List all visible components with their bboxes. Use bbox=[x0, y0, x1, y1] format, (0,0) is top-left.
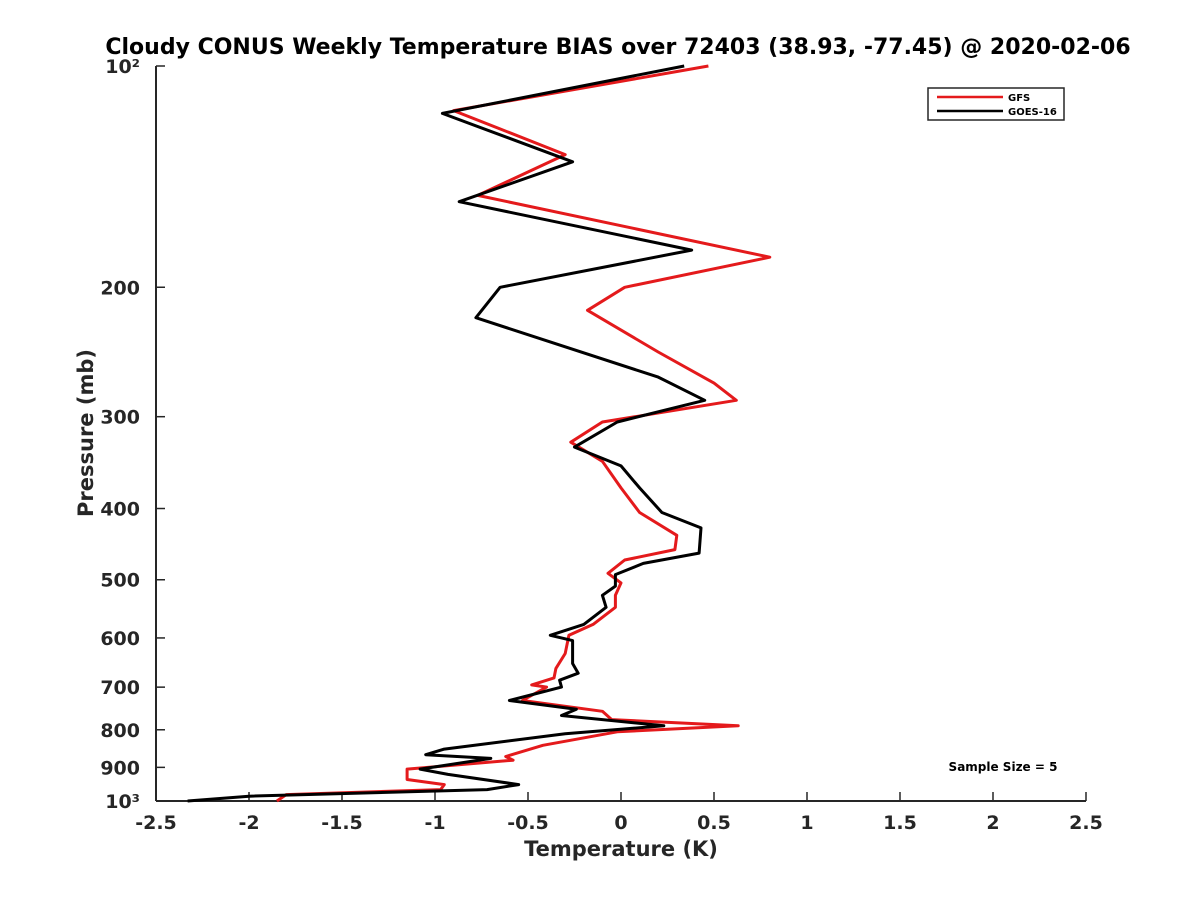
y-tick-label: 900 bbox=[100, 757, 140, 779]
legend-label-gfs: GFS bbox=[1008, 93, 1030, 104]
series-layer bbox=[187, 64, 772, 803]
y-tick-label: 800 bbox=[100, 720, 140, 742]
y-tick-label: 400 bbox=[100, 499, 140, 521]
plot-area: -2.5 -2 -1.5 -1 -0.5 0 0.5 1 1.5 2 2.5 10² 200 300 40… bbox=[100, 56, 1103, 834]
x-axis-title: Temperature (K) bbox=[524, 837, 718, 861]
y-ticks: 10² 200 300 400 500 600 700 800 900 10³ bbox=[100, 56, 165, 813]
x-tick-label: 1 bbox=[800, 812, 813, 834]
sample-size-annotation: Sample Size = 5 bbox=[949, 760, 1058, 774]
series-line-gfs bbox=[276, 64, 772, 803]
x-tick-label: 1.5 bbox=[883, 812, 917, 834]
y-tick-label: 10³ bbox=[105, 791, 140, 813]
y-tick-label: 10² bbox=[105, 56, 140, 78]
y-tick-label: 600 bbox=[100, 628, 140, 650]
x-tick-label: 0.5 bbox=[697, 812, 731, 834]
y-tick-label: 300 bbox=[100, 407, 140, 429]
x-tick-label: -2.5 bbox=[135, 812, 177, 834]
x-tick-label: -0.5 bbox=[507, 812, 549, 834]
y-axis-title: Pressure (mb) bbox=[74, 349, 98, 517]
legend-box bbox=[927, 87, 1065, 121]
x-tick-label: -2 bbox=[238, 812, 259, 834]
x-tick-label: -1 bbox=[424, 812, 445, 834]
legend-label-goes16: GOES-16 bbox=[1008, 107, 1057, 118]
x-tick-label: 2 bbox=[986, 812, 999, 834]
chart-title: Cloudy CONUS Weekly Temperature BIAS ove… bbox=[105, 35, 1130, 60]
x-ticks: -2.5 -2 -1.5 -1 -0.5 0 0.5 1 1.5 2 2.5 bbox=[135, 792, 1103, 834]
x-tick-label: 2.5 bbox=[1069, 812, 1103, 834]
y-tick-label: 700 bbox=[100, 677, 140, 699]
series-line-goes16 bbox=[187, 64, 707, 803]
legend: GFS GOES-16 bbox=[927, 87, 1065, 121]
y-tick-label: 200 bbox=[100, 277, 140, 299]
x-tick-label: 0 bbox=[614, 812, 627, 834]
x-tick-label: -1.5 bbox=[321, 812, 363, 834]
y-tick-label: 500 bbox=[100, 570, 140, 592]
